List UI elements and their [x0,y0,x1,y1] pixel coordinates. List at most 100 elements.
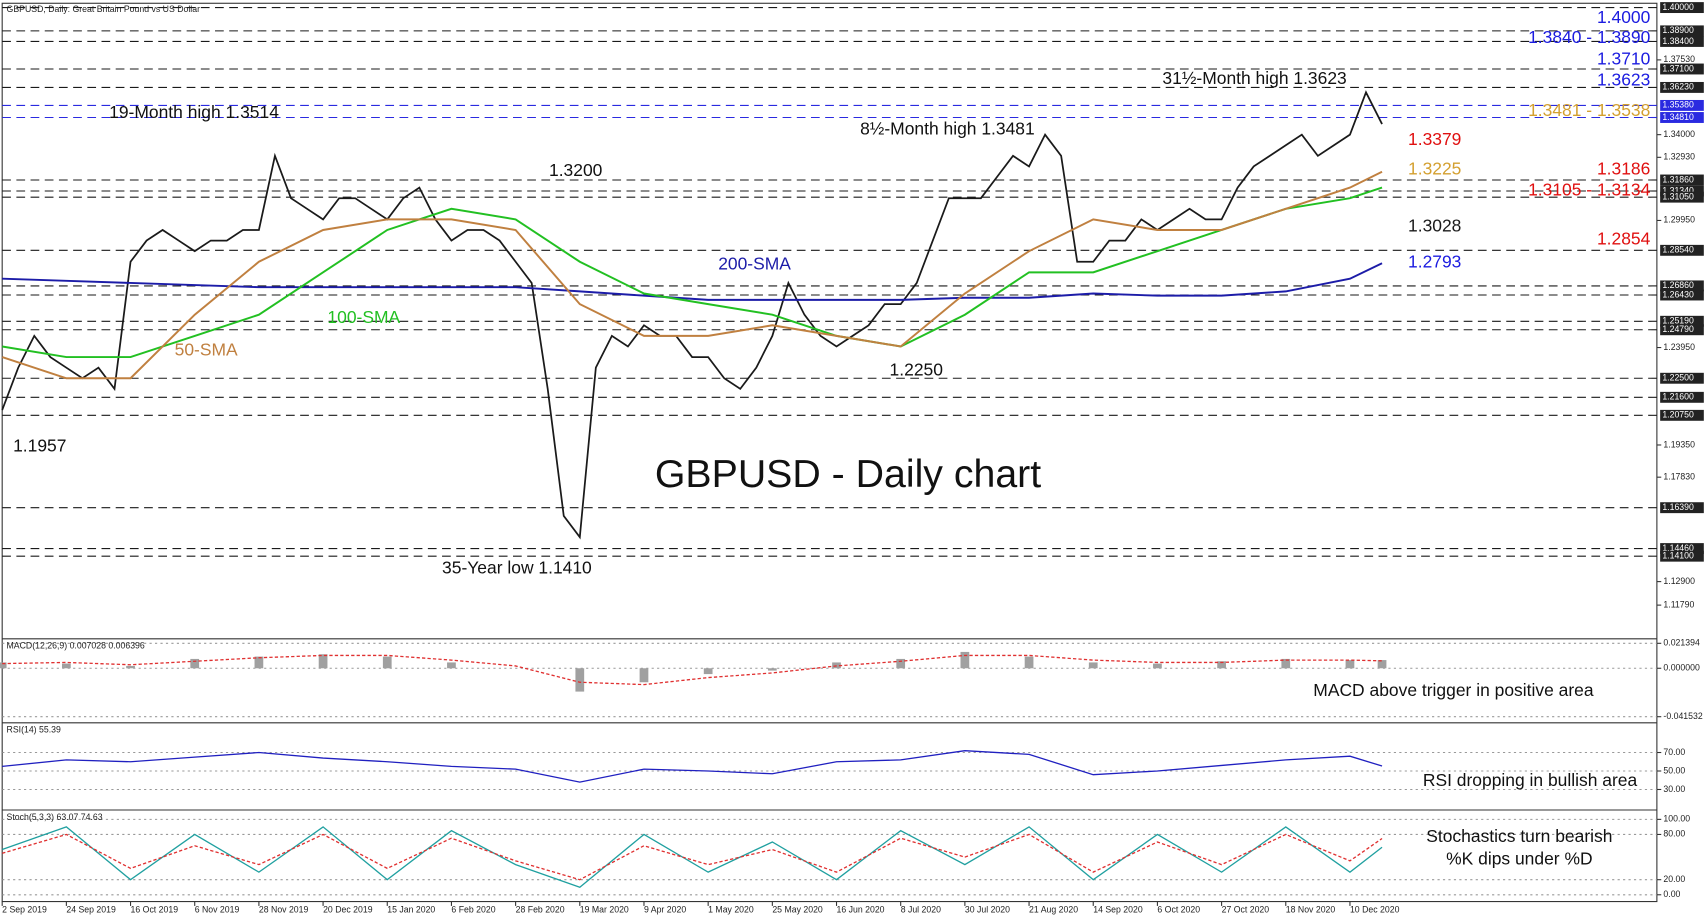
x-tick-label: 14 Sep 2020 [1093,905,1143,915]
level-box [1660,25,1704,37]
price-label: 1.2793 [1408,251,1461,271]
histogram-bar [190,658,200,669]
price-label: 1.3186 [1597,159,1650,179]
x-tick-label: 15 Jan 2020 [387,905,435,915]
panel-title: MACD(12,26,9) 0.007028 0.006396 [7,641,145,651]
x-tick-label: 21 Aug 2020 [1029,905,1078,915]
level-label: 1.35380 [1662,100,1694,110]
histogram-bar [1377,660,1387,669]
level-box [1660,409,1704,421]
histogram-bar [0,662,7,669]
panel-title: Stoch(5,3,3) 63.07 74.63 [7,812,103,822]
price-label: 1.3379 [1408,129,1461,149]
level-label: 1.40000 [1662,2,1694,12]
panel-title: RSI(14) 55.39 [7,725,61,735]
x-tick-label: 9 Apr 2020 [644,905,686,915]
series-line [1,826,1383,888]
x-tick-label: 6 Nov 2019 [195,905,240,915]
y-tick-label: 100.00 [1663,814,1690,824]
histogram-bar [1024,656,1034,669]
x-tick-label: 1 May 2020 [708,905,754,915]
y-tick-label: 1.17830 [1663,471,1695,481]
histogram-bar [447,662,456,669]
panel-note: %K dips under %D [1446,849,1592,869]
x-tick-label: 28 Nov 2019 [259,905,309,915]
y-tick-label: -0.041532 [1663,711,1702,721]
x-tick-label: 16 Jun 2020 [837,905,885,915]
chart-title: GBPUSD, Daily: Great Britain Pound vs US… [7,4,201,14]
y-tick-label: 30.00 [1663,784,1685,794]
panel-note: Stochastics turn bearish [1426,826,1612,846]
level-box [1660,63,1704,75]
level-box [1660,174,1704,186]
y-tick-label: 80.00 [1663,829,1685,839]
level-label: 1.14100 [1662,550,1694,560]
level-box [1660,244,1704,256]
price-label: 1.3481 - 1.3538 [1528,100,1650,120]
level-label: 1.31050 [1662,191,1694,201]
price-label: 1.3028 [1408,215,1461,235]
price-label: 1.3840 - 1.3890 [1528,27,1651,47]
level-box [1660,2,1704,14]
sma-label: 100-SMA [327,307,400,327]
level-box [1660,191,1704,203]
y-tick-label: 1.12900 [1663,576,1695,586]
series-line [2,654,1383,686]
histogram-bar [318,654,328,669]
histogram-bar [61,663,71,669]
level-label: 1.22500 [1662,373,1694,383]
annotation: 19-Month high 1.3514 [109,102,279,122]
x-tick-label: 6 Oct 2020 [1157,905,1200,915]
y-tick-label: 0.00 [1663,889,1680,899]
level-label: 1.31340 [1662,185,1694,195]
level-label: 1.26860 [1662,280,1694,290]
level-box [1660,543,1704,555]
level-box [1660,185,1704,197]
series-line [2,750,1383,783]
level-box [1660,289,1704,301]
histogram-bar [639,668,649,683]
level-box [1660,502,1704,514]
y-tick-label: 50.00 [1663,765,1685,775]
frame [1,2,1658,903]
panel-note: RSI dropping in bullish area [1423,770,1638,790]
level-box [1660,550,1704,562]
annotation: 1.3200 [549,160,603,180]
histogram-bar [382,656,392,669]
level-label: 1.14460 [1662,543,1694,553]
series-line [1,90,1383,540]
histogram-bar [575,668,585,692]
level-label: 1.28540 [1662,245,1694,255]
price-label: 1.3225 [1408,159,1461,179]
series-line [2,262,1383,301]
sma-label: 50-SMA [175,340,238,360]
sma-label: 200-SMA [718,254,791,274]
x-tick-label: 8 Jul 2020 [901,905,941,915]
level-label: 1.36230 [1662,82,1694,92]
level-box [1660,99,1704,111]
y-tick-label: 1.34000 [1663,129,1695,139]
level-box [1660,372,1704,384]
y-tick-label: 1.29950 [1663,215,1695,225]
y-tick-label: 1.37530 [1663,54,1695,64]
x-tick-label: 6 Feb 2020 [451,905,495,915]
level-label: 1.25190 [1662,316,1694,326]
histogram-bar [1281,658,1291,669]
x-tick-label: 20 Dec 2019 [323,905,373,915]
x-tick-label: 24 Sep 2019 [66,905,116,915]
x-tick-label: 25 May 2020 [772,905,823,915]
annotation: 8½-Month high 1.3481 [860,118,1035,138]
level-label: 1.37100 [1662,63,1694,73]
histogram-bar [126,665,135,669]
histogram-bar [960,651,970,669]
price-label: 1.2854 [1597,228,1651,248]
histogram-bar [703,668,713,675]
histogram-bar [1153,663,1162,669]
series-line [2,186,1383,359]
level-box [1660,280,1704,292]
histogram-bar [1088,662,1098,669]
price-label: 1.4000 [1597,7,1651,27]
annotation: 1.1957 [13,436,66,456]
